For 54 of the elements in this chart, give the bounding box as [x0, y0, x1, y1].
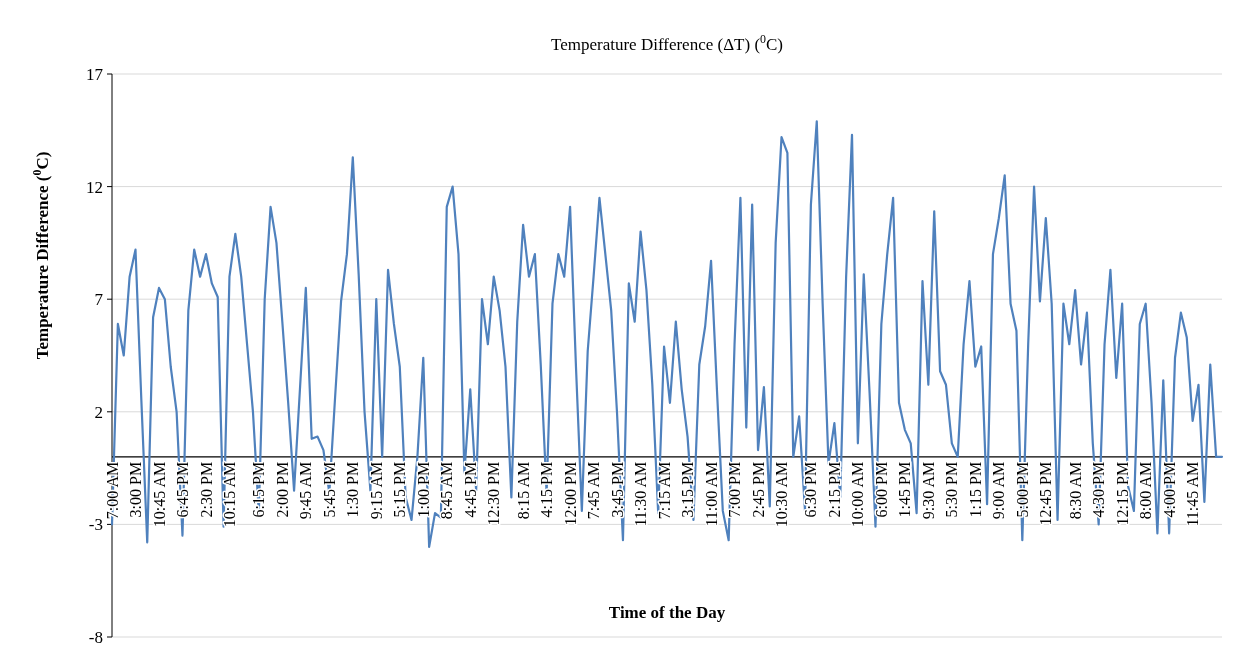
x-tick-label: 10:30 AM	[773, 461, 791, 528]
x-tick-label: 8:30 AM	[1066, 461, 1084, 520]
x-tick-label: 3:15 PM	[679, 461, 697, 518]
x-tick-label: 2:45 PM	[749, 461, 767, 518]
x-tick-label: 11:45 AM	[1184, 461, 1202, 527]
x-tick-label: 9:00 AM	[990, 461, 1008, 520]
x-tick-label: 8:00 AM	[1137, 461, 1155, 520]
y-tick-label: 12	[86, 177, 103, 197]
x-tick-label: 6:45 PM	[174, 461, 192, 518]
x-axis-title: Time of the Day	[608, 603, 726, 622]
x-tick-label: 9:45 AM	[297, 461, 315, 520]
x-tick-label: 4:45 PM	[461, 461, 479, 518]
x-tick-label: 6:15 PM	[250, 461, 268, 518]
x-tick-label: 7:00 PM	[726, 461, 744, 518]
chart-title: Temperature Difference (ΔT) ($^{0}$C)	[550, 32, 784, 54]
x-tick-label: 12:00 PM	[561, 461, 579, 526]
x-tick-label: 11:30 AM	[632, 461, 650, 527]
x-tick-label: 3:00 PM	[127, 461, 145, 518]
y-tick-label: 2	[94, 402, 103, 422]
x-tick-label: 7:15 AM	[655, 461, 673, 520]
x-tick-label: 4:30 PM	[1090, 461, 1108, 518]
x-tick-label: 10:15 AM	[221, 461, 239, 528]
x-tick-label: 3:45 PM	[608, 461, 626, 518]
x-tick-label: 12:45 PM	[1037, 461, 1055, 526]
x-tick-label: 9:30 AM	[919, 461, 937, 520]
x-tick-label: 6:30 PM	[802, 461, 820, 518]
x-tick-label: 5:30 PM	[943, 461, 961, 518]
y-tick-label: 7	[94, 290, 104, 310]
x-tick-label: 4:15 PM	[538, 461, 556, 518]
x-tick-label: 1:30 PM	[344, 461, 362, 518]
y-tick-label: -3	[88, 515, 103, 535]
y-tick-label: -8	[88, 627, 103, 647]
x-tick-label: 10:45 AM	[150, 461, 168, 528]
x-tick-label: 1:00 PM	[414, 461, 432, 518]
x-tick-label: 2:15 PM	[825, 461, 843, 518]
x-tick-label: 5:00 PM	[1013, 461, 1031, 518]
x-tick-label: 8:15 AM	[514, 461, 532, 520]
x-tick-label: 5:15 PM	[391, 461, 409, 518]
x-tick-label: 11:00 AM	[702, 461, 720, 527]
x-tick-label: 9:15 AM	[367, 461, 385, 520]
x-tick-label: 12:15 PM	[1113, 461, 1131, 526]
x-tick-label: 7:45 AM	[585, 461, 603, 520]
x-tick-label: 1:45 PM	[896, 461, 914, 518]
x-tick-label: 2:00 PM	[273, 461, 291, 518]
x-tick-label: 2:30 PM	[197, 461, 215, 518]
y-tick-label: 17	[86, 64, 104, 84]
x-tick-label: 1:15 PM	[966, 461, 984, 518]
x-tick-label: 8:45 AM	[438, 461, 456, 520]
x-tick-label: 5:45 PM	[320, 461, 338, 518]
x-tick-label: 7:00 AM	[103, 461, 121, 520]
x-tick-label: 10:00 AM	[849, 461, 867, 528]
x-tick-label: 6:00 PM	[872, 461, 890, 518]
x-tick-label: 4:00 PM	[1160, 461, 1178, 518]
x-tick-label: 12:30 PM	[485, 461, 503, 526]
